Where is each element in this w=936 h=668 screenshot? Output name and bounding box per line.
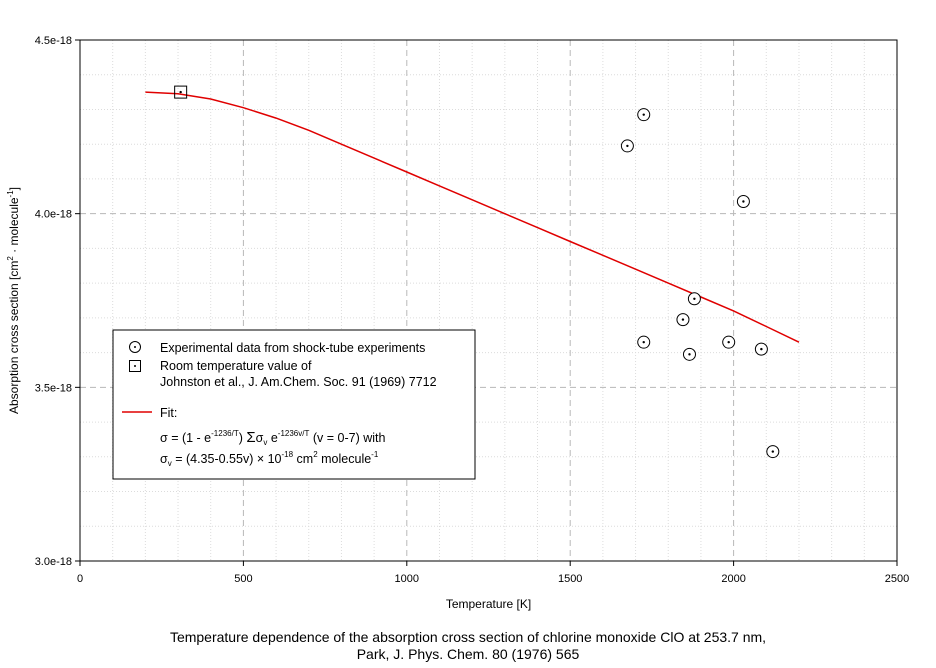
data-point-experimental-dot — [760, 347, 763, 351]
legend-box — [112, 329, 476, 480]
data-point-experimental-dot — [642, 340, 645, 344]
legend-entry-room-temp-line1: Room temperature value of — [160, 359, 312, 373]
data-markers — [174, 85, 780, 459]
legend-entry-experimental: Experimental data from shock-tube experi… — [160, 341, 425, 355]
y-axis-title-end: ] — [7, 187, 21, 190]
x-tick-label: 1500 — [558, 573, 582, 585]
data-point-room-temperature — [174, 85, 188, 99]
formula1-sub-c: v — [263, 438, 267, 447]
data-point-experimental-dot — [626, 144, 629, 148]
formula2-sup-d: -1 — [371, 450, 379, 459]
caption-line-1: Temperature dependence of the absorption… — [169, 629, 767, 645]
data-point-experimental-dot — [693, 297, 696, 300]
legend-fit-label: Fit: — [160, 406, 177, 420]
formula2-d: molecule — [318, 452, 372, 466]
y-tick-label: 3.5e-18 — [35, 382, 72, 394]
y-axis-title-sup1: 2 — [6, 256, 15, 261]
x-tick-label: 0 — [77, 573, 83, 585]
y-tick-label: 3.0e-18 — [35, 556, 72, 568]
grid — [80, 40, 897, 561]
plot-area — [79, 39, 898, 562]
x-tick-label: 500 — [234, 573, 252, 585]
y-axis-title: Absorption cross section [cm2 · molecule… — [6, 187, 21, 414]
legend-circle-marker-dot — [134, 346, 136, 348]
y-axis-title-mid: · molecule — [7, 197, 21, 256]
formula1-sup-a: -1236/T — [211, 429, 239, 438]
x-tick-label: 2000 — [721, 573, 745, 585]
y-tick-label: 4.5e-18 — [35, 35, 72, 47]
formula2-sup-c: 2 — [313, 450, 318, 459]
y-axis-title-base: Absorption cross section [cm — [7, 261, 21, 414]
legend-circle-marker-icon — [129, 341, 141, 353]
data-point-experimental-dot — [642, 113, 645, 116]
formula1-a: σ = (1 - e — [160, 431, 211, 445]
formula2-sup-b: -18 — [282, 450, 294, 459]
formula2-c: cm — [293, 452, 313, 466]
legend-formula-1: σ = (1 - e-1236/T) Σσv e-1236v/T (v = 0-… — [160, 429, 385, 447]
legend-entry-room-temp-line2: Johnston et al., J. Am.Chem. Soc. 91 (19… — [160, 375, 437, 389]
legend-square-marker-dot — [134, 365, 136, 367]
data-point-experimental-dot — [681, 318, 685, 321]
data-point-room-temperature-dot — [179, 90, 182, 94]
y-tick-label: 4.0e-18 — [35, 209, 72, 221]
axis-ticks — [75, 39, 898, 566]
data-point-experimental-dot — [742, 200, 745, 203]
formula2-b: = (4.35-0.55v) × 10 — [172, 452, 282, 466]
data-point-experimental-dot — [688, 353, 691, 356]
formula1-e: (v = 0-7) with — [309, 431, 385, 445]
formula1-sup-d: -1236v/T — [278, 429, 310, 438]
formula2-a: σ — [160, 452, 168, 466]
legend-square-marker-icon — [129, 360, 141, 372]
caption-line-2: Park, J. Phys. Chem. 80 (1976) 565 — [356, 646, 580, 662]
x-tick-label: 1000 — [395, 573, 419, 585]
formula1-d: e — [267, 431, 277, 445]
formula1-c: σ — [256, 431, 264, 445]
x-axis-title: Temperature [K] — [446, 597, 531, 611]
formula2-sub-a: v — [168, 459, 172, 468]
legend: Experimental data from shock-tube experi… — [112, 329, 476, 480]
formula1-sum: Σ — [246, 429, 255, 446]
data-point-experimental-dot — [727, 340, 730, 344]
formula1-b: ) — [239, 431, 247, 445]
x-tick-label: 2500 — [885, 573, 909, 585]
tick-labels: 0 500 1000 1500 2000 2500 3.0e-18 3.5e-18 4.0e-1… — [35, 35, 910, 585]
fit-line — [145, 91, 800, 343]
legend-formula-2: σv = (4.35-0.55v) × 10-18 cm2 molecule-1 — [160, 450, 379, 468]
data-point-experimental-dot — [771, 450, 775, 453]
y-axis-title-sup2: -1 — [6, 190, 15, 198]
